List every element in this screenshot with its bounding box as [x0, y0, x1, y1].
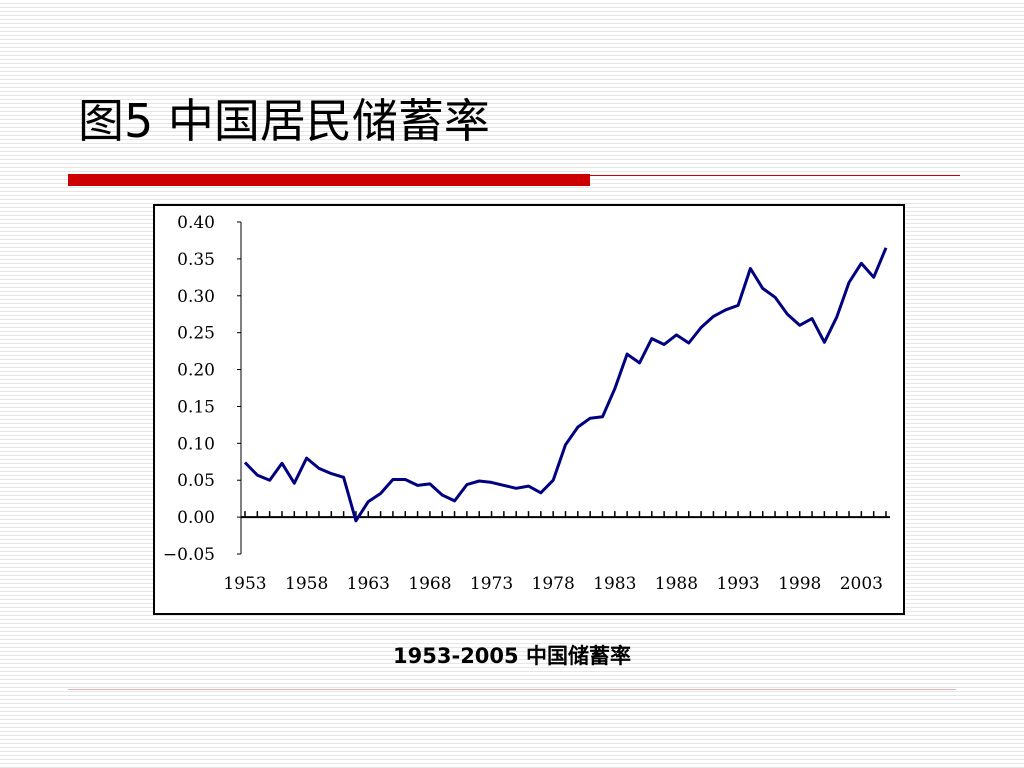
- y-tick-label: −0.05: [163, 545, 215, 565]
- y-tick-label: 0.20: [177, 361, 215, 381]
- chart-caption: 1953-2005 中国储蓄率: [393, 644, 631, 668]
- x-tick-label: 1968: [408, 574, 451, 594]
- x-tick-label: 2003: [840, 574, 883, 594]
- title-underline-rule: [590, 175, 960, 176]
- chart-frame: 0.40 0.35 0.30 0.25 0.20 0.15 0.10 0.05 0.00 −0.0…: [153, 204, 905, 615]
- y-tick-label: 0.15: [177, 397, 215, 417]
- x-tick-label: 1998: [778, 574, 821, 594]
- savings-rate-line: [243, 247, 888, 523]
- y-tick-label: 0.10: [177, 434, 215, 454]
- line-chart: 0.40 0.35 0.30 0.25 0.20 0.15 0.10 0.05 0.00 −0.0…: [163, 213, 890, 594]
- x-tick-label: 1973: [470, 574, 513, 594]
- x-tick-label: 1978: [532, 574, 575, 594]
- y-tick-label: 0.00: [177, 508, 215, 528]
- x-tick-label: 1993: [716, 574, 759, 594]
- x-tick-label: 1988: [655, 574, 698, 594]
- y-tick-label: 0.05: [177, 471, 215, 491]
- x-tick-label: 1953: [223, 574, 266, 594]
- x-tick-label: 1983: [593, 574, 636, 594]
- footer-divider: [68, 689, 956, 690]
- x-tick-label: 1958: [285, 574, 328, 594]
- y-tick-label: 0.25: [177, 324, 215, 344]
- y-tick-label: 0.40: [177, 213, 215, 233]
- title-underline-bar: [68, 174, 590, 186]
- y-tick-label: 0.30: [177, 287, 215, 307]
- y-tick-label: 0.35: [177, 250, 215, 270]
- slide-title: 图5 中国居民储蓄率: [78, 94, 490, 148]
- x-tick-label: 1963: [347, 574, 390, 594]
